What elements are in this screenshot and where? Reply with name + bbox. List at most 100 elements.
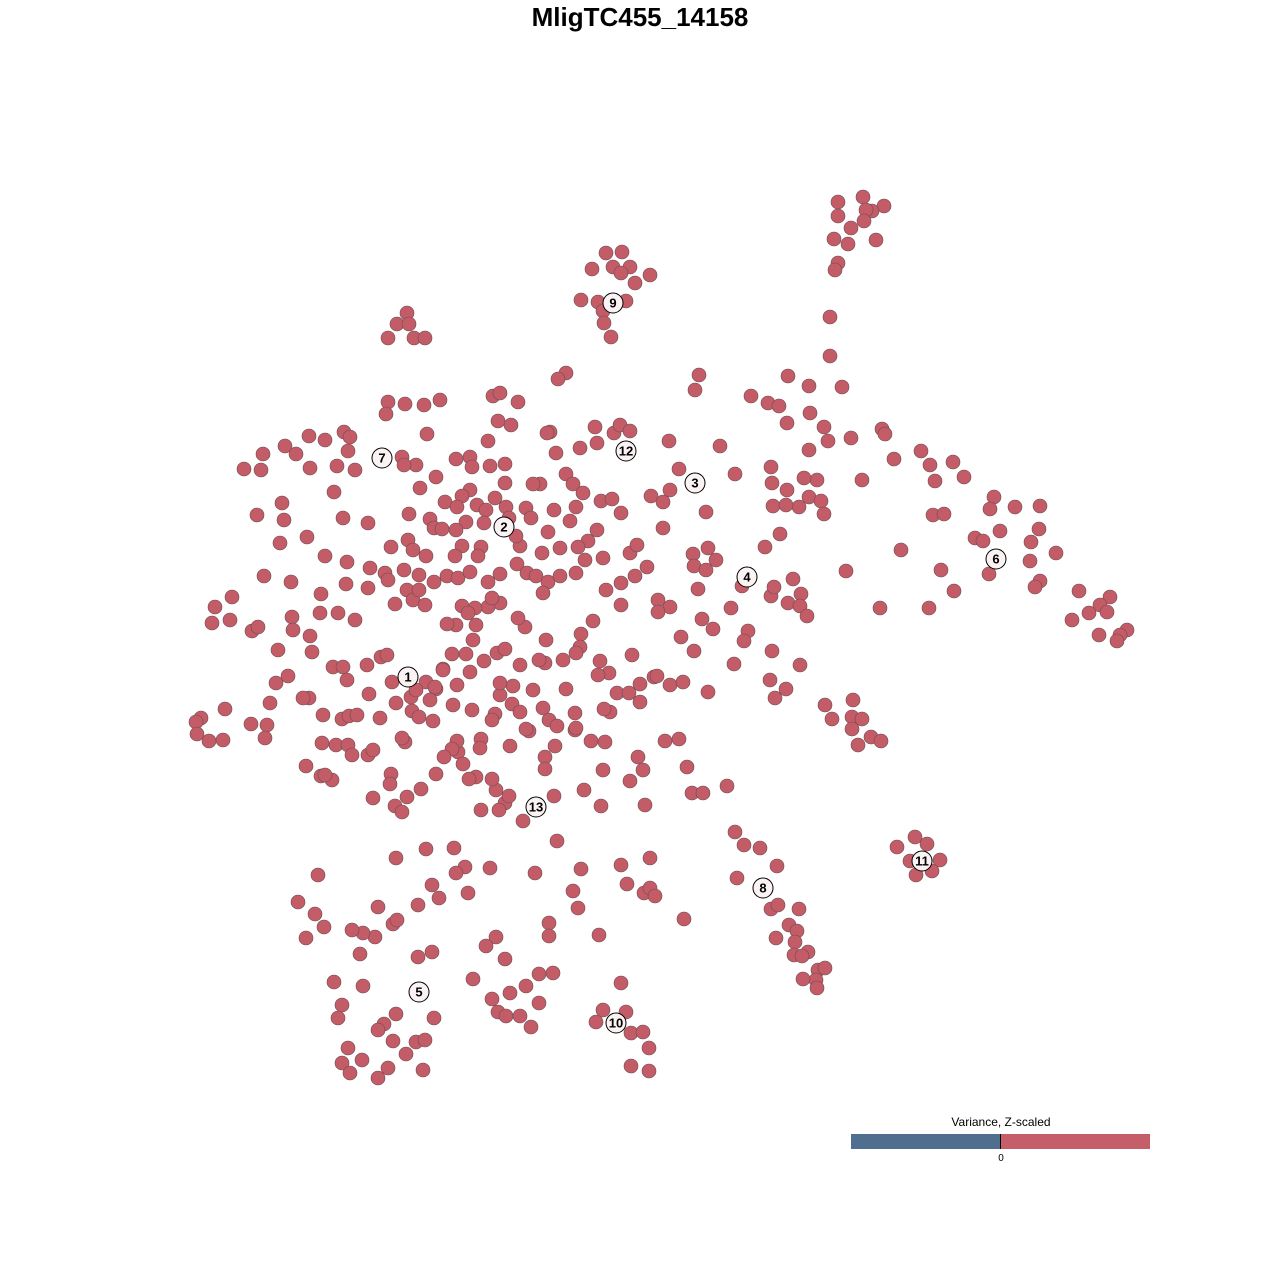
data-point <box>342 1065 358 1081</box>
data-point <box>877 426 893 442</box>
cluster-label-text: 13 <box>529 800 543 815</box>
data-point <box>401 506 417 522</box>
data-point <box>510 394 526 410</box>
data-point <box>868 232 884 248</box>
points-layer <box>188 189 1135 1086</box>
data-point <box>613 575 629 591</box>
data-point <box>927 473 943 489</box>
data-point <box>298 758 314 774</box>
data-point <box>394 730 410 746</box>
data-point <box>791 901 807 917</box>
data-point <box>502 738 518 754</box>
data-point <box>470 548 486 564</box>
data-point <box>705 621 721 637</box>
data-point <box>349 707 365 723</box>
data-point <box>497 641 513 657</box>
data-point <box>446 840 462 856</box>
data-point <box>770 897 786 913</box>
data-point <box>317 548 333 564</box>
data-point <box>518 978 534 994</box>
data-point <box>534 545 550 561</box>
data-point <box>919 836 935 852</box>
data-point <box>792 598 808 614</box>
data-point <box>380 1060 396 1076</box>
data-point <box>448 522 464 538</box>
data-point <box>583 733 599 749</box>
data-point <box>410 949 426 965</box>
data-point <box>447 548 463 564</box>
data-point <box>613 505 629 521</box>
data-point <box>824 711 840 727</box>
data-point <box>426 574 442 590</box>
data-point <box>548 445 564 461</box>
cluster-label-badge <box>602 292 624 314</box>
data-point <box>641 1063 657 1079</box>
data-point <box>310 867 326 883</box>
data-point <box>764 643 780 659</box>
data-point <box>372 710 388 726</box>
legend-zero-tick <box>1000 1134 1001 1149</box>
data-point <box>472 740 488 756</box>
data-point <box>379 647 395 663</box>
data-point <box>424 877 440 893</box>
cluster-label-badge <box>397 666 419 688</box>
data-point <box>568 720 584 736</box>
data-point <box>641 1040 657 1056</box>
data-point <box>380 394 396 410</box>
data-point <box>535 700 551 716</box>
data-point <box>256 568 272 584</box>
data-point <box>630 749 646 765</box>
data-point <box>413 781 429 797</box>
data-point <box>598 582 614 598</box>
data-point <box>708 552 724 568</box>
data-point <box>796 470 812 486</box>
data-point <box>817 960 833 976</box>
data-point <box>936 506 952 522</box>
data-point <box>729 870 745 886</box>
data-point <box>643 488 659 504</box>
data-point <box>464 459 480 475</box>
data-point <box>370 899 386 915</box>
data-point <box>478 938 494 954</box>
data-point <box>484 712 500 728</box>
data-point <box>525 476 541 492</box>
data-point <box>480 574 496 590</box>
data-point <box>270 642 286 658</box>
data-point <box>424 944 440 960</box>
cluster-label-text: 6 <box>992 552 999 567</box>
data-point <box>347 462 363 478</box>
data-point <box>314 735 330 751</box>
data-point <box>490 413 506 429</box>
data-point <box>1102 589 1118 605</box>
data-point <box>743 388 759 404</box>
data-point <box>255 446 271 462</box>
data-point <box>661 433 677 449</box>
data-point <box>416 397 432 413</box>
data-point <box>843 220 859 236</box>
data-point <box>622 773 638 789</box>
data-point <box>387 596 403 612</box>
cluster-label-1: 1 <box>397 666 419 688</box>
data-point <box>673 629 689 645</box>
data-point <box>476 515 492 531</box>
data-point <box>277 438 293 454</box>
cluster-label-text: 3 <box>691 476 698 491</box>
data-point <box>465 632 481 648</box>
data-point <box>505 678 521 694</box>
data-point <box>826 231 842 247</box>
data-point <box>510 610 526 626</box>
data-point <box>539 425 555 441</box>
data-point <box>766 579 782 595</box>
data-point <box>340 443 356 459</box>
data-point <box>764 475 780 491</box>
data-point <box>388 850 404 866</box>
data-point <box>712 438 728 454</box>
data-point <box>975 533 991 549</box>
data-point <box>422 692 438 708</box>
data-point <box>552 568 568 584</box>
data-point <box>816 419 832 435</box>
data-point <box>365 790 381 806</box>
data-point <box>589 522 605 538</box>
